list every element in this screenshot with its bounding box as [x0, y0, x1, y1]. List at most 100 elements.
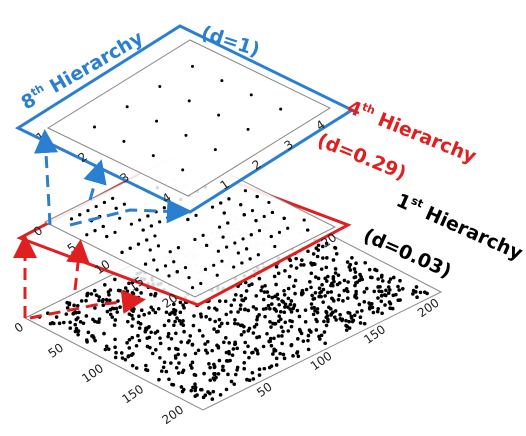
dashed-arrow	[83, 159, 107, 201]
dot	[272, 336, 276, 341]
dot	[216, 249, 220, 253]
dot	[224, 336, 228, 340]
dot	[376, 306, 381, 311]
dot	[169, 336, 174, 341]
dot	[204, 314, 208, 319]
dot	[316, 276, 321, 281]
dot	[353, 294, 357, 299]
dot	[306, 333, 311, 338]
dot	[224, 359, 229, 363]
level-sup: st	[409, 194, 425, 211]
dot	[173, 319, 177, 324]
dot	[273, 244, 277, 249]
dot	[290, 319, 294, 324]
dot	[86, 330, 91, 335]
dot	[347, 319, 351, 324]
dot	[348, 268, 353, 272]
dot	[235, 368, 239, 372]
dot	[81, 321, 86, 326]
dot	[113, 318, 118, 322]
dot	[184, 133, 188, 137]
dot	[324, 265, 329, 270]
dot	[210, 205, 215, 209]
dot	[321, 287, 326, 292]
dot	[418, 290, 423, 295]
dot	[329, 283, 333, 288]
dot	[127, 281, 131, 286]
dot	[379, 299, 384, 304]
dot	[188, 363, 193, 368]
dot	[163, 264, 168, 268]
dot	[220, 368, 225, 372]
dot	[286, 305, 290, 309]
dot	[269, 325, 273, 329]
tick-label: 200	[415, 296, 442, 321]
dot	[289, 310, 294, 314]
dot	[301, 339, 306, 343]
dot	[172, 323, 176, 328]
dot	[54, 315, 59, 319]
dot	[141, 228, 145, 232]
dot	[300, 258, 304, 262]
dot	[181, 168, 185, 172]
dot	[335, 282, 340, 287]
dot	[176, 246, 181, 250]
dot	[136, 242, 141, 246]
dot	[217, 113, 221, 117]
dot	[148, 248, 152, 252]
dot	[297, 327, 302, 332]
dot	[187, 339, 191, 343]
layers: 0501001502005010015020005101520201234123…	[12, 24, 443, 428]
dot	[125, 289, 130, 293]
dot	[147, 311, 152, 315]
tick-label: 200	[159, 403, 186, 428]
dot	[129, 222, 134, 226]
dot	[179, 340, 184, 344]
dot	[316, 243, 321, 248]
dot	[119, 351, 124, 355]
dot	[181, 319, 185, 323]
dot	[294, 266, 299, 270]
dot	[345, 296, 350, 300]
dot	[156, 244, 161, 248]
dot	[172, 307, 176, 312]
dashed-arrow	[66, 239, 90, 291]
dot	[281, 329, 285, 334]
dot	[110, 315, 115, 319]
dot	[336, 273, 341, 277]
dot	[172, 260, 176, 264]
dot	[414, 285, 419, 289]
dot	[261, 344, 266, 349]
dot	[322, 330, 327, 334]
dot	[211, 389, 216, 394]
dot	[397, 288, 401, 292]
dot	[121, 290, 126, 294]
dot	[240, 298, 244, 302]
dot	[190, 64, 194, 68]
dot	[199, 314, 204, 319]
dot	[261, 297, 266, 302]
dot	[293, 291, 297, 296]
dot	[251, 377, 256, 381]
dot	[287, 274, 292, 279]
dot	[123, 286, 128, 290]
dot	[193, 351, 198, 356]
dot	[206, 339, 210, 344]
dot	[126, 354, 131, 358]
dot	[128, 246, 132, 250]
dot	[319, 267, 324, 271]
dot	[193, 237, 197, 242]
dot	[64, 312, 69, 316]
dot	[229, 303, 234, 308]
dot	[233, 318, 237, 322]
dot	[178, 300, 183, 305]
dot	[107, 298, 112, 303]
dot	[347, 265, 352, 269]
dot	[151, 154, 155, 158]
dot	[347, 326, 352, 330]
dot	[379, 293, 384, 298]
dot	[94, 204, 98, 209]
dot	[232, 298, 237, 302]
dot	[269, 234, 273, 239]
dot	[323, 294, 327, 298]
